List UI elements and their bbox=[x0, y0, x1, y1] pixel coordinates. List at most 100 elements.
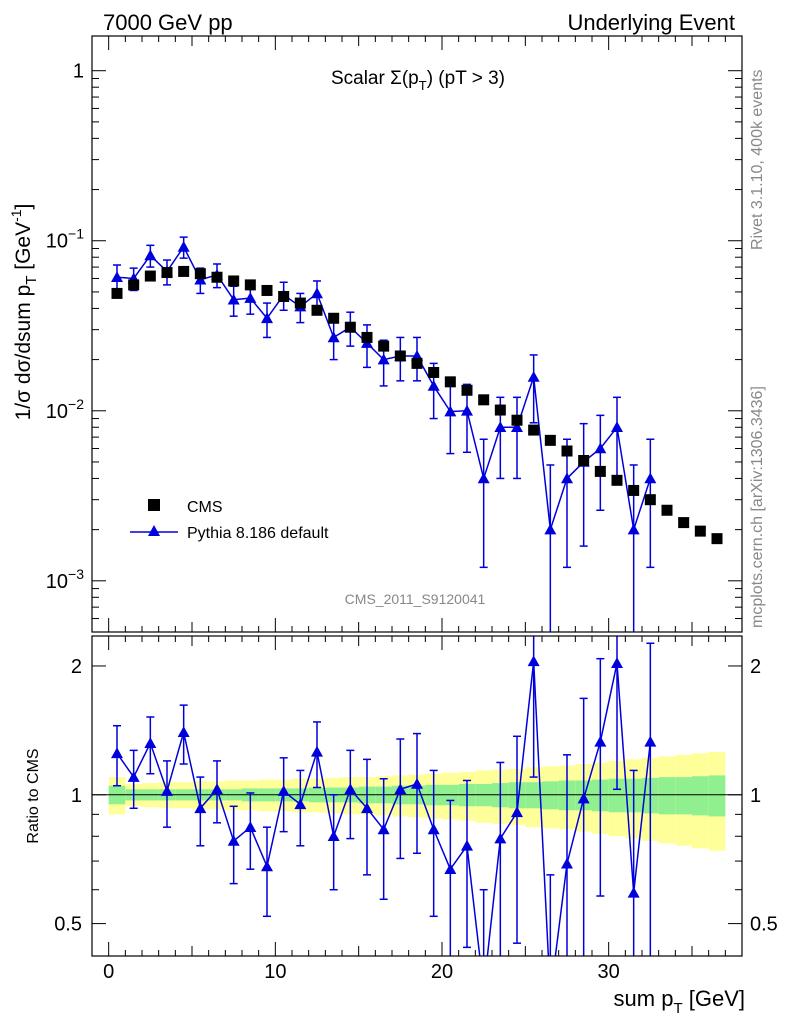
mc-point bbox=[627, 523, 640, 535]
mc-ratio-point bbox=[311, 745, 323, 757]
cms-point bbox=[711, 533, 723, 545]
cms-point bbox=[411, 357, 423, 369]
mc-ratio-point bbox=[444, 863, 457, 875]
header-left: 7000 GeV pp bbox=[103, 10, 233, 35]
uncertainty-band-inner bbox=[658, 777, 676, 815]
mc-point bbox=[444, 405, 457, 417]
mc-ratio-point bbox=[644, 735, 657, 747]
main-frame bbox=[91, 35, 743, 633]
chart-title: Scalar Σ(pT) (pT > 3) bbox=[331, 68, 505, 93]
uncertainty-band-inner bbox=[692, 776, 709, 816]
mc-ratio-point bbox=[327, 830, 340, 842]
cms-point bbox=[611, 474, 623, 486]
mc-point bbox=[311, 287, 323, 299]
mc-ratio-point bbox=[127, 771, 140, 782]
mc-ratio-point bbox=[227, 834, 240, 846]
cms-point bbox=[628, 484, 640, 496]
mc-point bbox=[111, 271, 123, 283]
mc-ratio-point bbox=[461, 839, 473, 851]
mc-ratio-point bbox=[244, 821, 257, 832]
y-axis-label: 1/σ dσ/dsum pT [GeV-1] bbox=[8, 204, 40, 421]
cms-point bbox=[444, 376, 456, 388]
mc-point bbox=[544, 523, 557, 535]
legend-cms-label: CMS bbox=[187, 499, 223, 516]
mc-point bbox=[644, 472, 657, 484]
ratio-axis-label: Ratio to CMS bbox=[25, 748, 42, 843]
cms-point bbox=[678, 517, 690, 529]
cms-point bbox=[661, 504, 673, 516]
cms-point bbox=[644, 494, 656, 506]
mc-point bbox=[144, 249, 157, 261]
mc-point bbox=[177, 240, 190, 252]
legend-mc-label: Pythia 8.186 default bbox=[187, 525, 329, 542]
mc-point bbox=[261, 312, 273, 324]
cms-point bbox=[261, 284, 273, 296]
mc-ratio-point bbox=[261, 860, 273, 872]
x-tick-label: 20 bbox=[431, 961, 453, 983]
legend-cms-marker bbox=[148, 499, 160, 511]
mc-ratio-point bbox=[144, 737, 157, 748]
uncertainty-band-inner bbox=[542, 781, 559, 810]
mc-point bbox=[477, 472, 490, 484]
cms-point bbox=[378, 340, 390, 352]
mc-ratio-point bbox=[577, 792, 590, 804]
cms-point bbox=[511, 414, 523, 426]
cms-point bbox=[344, 321, 356, 333]
mc-ratio-point bbox=[411, 777, 423, 789]
mc-ratio-point bbox=[427, 823, 440, 835]
mc-ratio-point bbox=[494, 832, 507, 844]
mc-ratio-point bbox=[627, 886, 640, 898]
cms-point bbox=[194, 268, 206, 280]
mc-ratio-point bbox=[594, 735, 607, 747]
mc-point bbox=[594, 442, 607, 454]
legend: CMS Pythia 8.186 default bbox=[130, 499, 329, 542]
cms-point bbox=[328, 312, 340, 324]
cms-point bbox=[244, 279, 256, 291]
cms-point bbox=[528, 424, 540, 436]
ratio-tick-label-right: 1 bbox=[750, 785, 761, 807]
y-tick-label: 10−2 bbox=[46, 396, 84, 423]
mc-point bbox=[377, 353, 390, 365]
mc-ratio-point bbox=[361, 802, 373, 814]
header-right: Underlying Event bbox=[567, 10, 735, 35]
cms-point bbox=[211, 271, 223, 283]
cms-point bbox=[278, 290, 290, 302]
mc-line bbox=[116, 245, 652, 530]
cms-point bbox=[561, 445, 573, 457]
cms-point bbox=[494, 404, 506, 416]
cms-point bbox=[428, 366, 440, 378]
mc-point bbox=[461, 404, 473, 416]
ratio-tick-label-left: 0.5 bbox=[54, 914, 82, 936]
mc-point bbox=[227, 293, 240, 305]
mc-ratio-point bbox=[111, 747, 123, 759]
x-tick-label: 10 bbox=[264, 961, 286, 983]
mc-ratio-point bbox=[377, 823, 390, 835]
mc-ratio-point bbox=[211, 783, 223, 795]
cms-point bbox=[361, 331, 373, 343]
mc-ratio-point bbox=[394, 783, 407, 795]
cms-point bbox=[594, 465, 606, 477]
cms-point bbox=[544, 434, 556, 446]
mc-point bbox=[244, 292, 257, 303]
ratio-tick-label-right: 2 bbox=[750, 656, 761, 678]
mc-ratio-point bbox=[527, 655, 540, 667]
cms-point bbox=[578, 455, 590, 467]
cms-point bbox=[294, 297, 306, 309]
x-tick-label: 0 bbox=[103, 961, 114, 983]
cms-point bbox=[478, 394, 490, 406]
x-axis-label: sum pT [GeV] bbox=[614, 986, 745, 1017]
mc-point bbox=[427, 379, 440, 391]
ratio-frame bbox=[91, 635, 743, 957]
rivet-label: Rivet 3.1.10, 400k events bbox=[749, 69, 766, 250]
legend-mc-marker bbox=[148, 525, 160, 536]
uncertainty-band-inner bbox=[708, 775, 726, 817]
mcplots-label: mcplots.cern.ch [arXiv:1306.3436] bbox=[749, 386, 766, 628]
mc-ratio-point bbox=[611, 657, 623, 669]
mc-point bbox=[561, 472, 573, 484]
ratio-series bbox=[111, 636, 657, 956]
cms-point bbox=[394, 350, 406, 362]
cms-point bbox=[228, 275, 240, 287]
ratio-tick-label-left: 1 bbox=[71, 785, 82, 807]
mc-ratio-point bbox=[277, 785, 290, 796]
cms-point bbox=[311, 304, 323, 316]
